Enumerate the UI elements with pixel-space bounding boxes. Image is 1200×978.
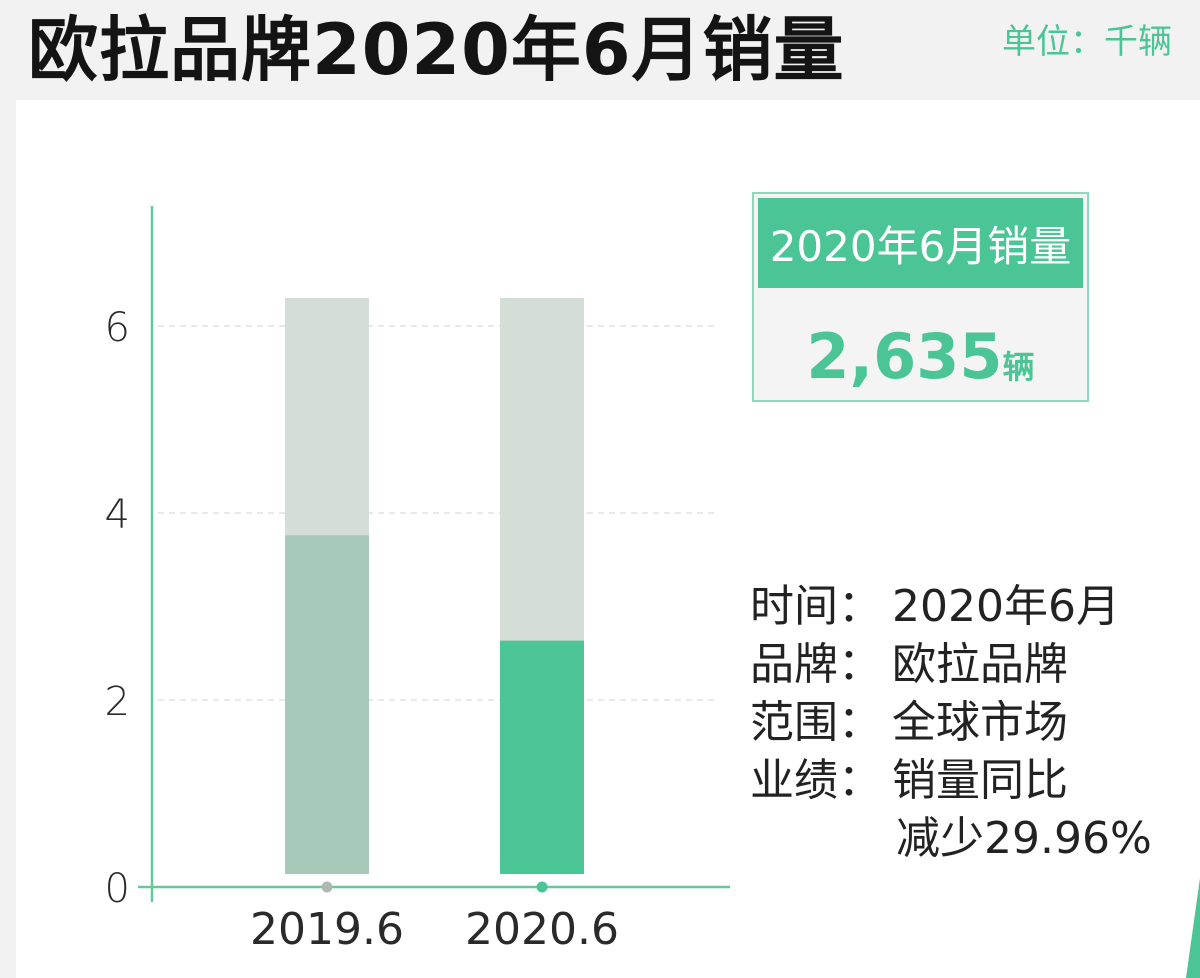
unit-label: 单位：千辆 [1002,22,1172,62]
kpi-value-wrap: 2,635辆 [754,320,1087,393]
grid-layer [158,325,716,701]
info-value: 销量同比 [892,755,1068,806]
y-tick-labels: 0 2 4 6 [105,305,130,912]
y-tick-label: 4 [105,492,130,538]
info-key: 范围： [750,697,882,748]
x-tick-label: 2019.6 [250,904,404,955]
y-tick-label: 0 [105,866,130,912]
info-row-performance: 业绩： 销量同比 [750,752,1152,810]
info-key: 时间： [750,581,882,632]
kpi-label: 2020年6月销量 [758,198,1083,288]
x-tick-label: 2020.6 [465,904,619,955]
info-row-brand: 品牌： 欧拉品牌 [750,636,1152,694]
info-value: 欧拉品牌 [892,639,1068,690]
bar [285,535,369,874]
info-key: 业绩： [750,755,882,806]
corner-accent [1186,878,1200,978]
info-row-scope: 范围： 全球市场 [750,694,1152,752]
info-row-time: 时间： 2020年6月 [750,578,1152,636]
y-tick-label: 2 [105,679,130,725]
info-key: 品牌： [750,639,882,690]
y-tick-label: 6 [105,305,130,351]
page-title: 欧拉品牌2020年6月销量 [28,9,845,91]
x-tick-dot [321,881,333,893]
bars [285,535,584,874]
info-value: 2020年6月 [892,581,1120,632]
kpi-value: 2,635 [806,320,1003,393]
info-panel: 时间： 2020年6月 品牌： 欧拉品牌 范围： 全球市场 业绩： 销量同比 减… [750,578,1152,868]
kpi-box: 2020年6月销量 2,635辆 [752,192,1089,402]
x-tick-dot [536,881,548,893]
axes [138,206,730,902]
info-value: 全球市场 [892,697,1068,748]
bar [500,640,584,874]
kpi-unit: 辆 [1002,348,1035,386]
info-continuation: 减少29.96% [896,813,1152,864]
x-tick-labels: 2019.6 2020.6 [250,904,619,955]
